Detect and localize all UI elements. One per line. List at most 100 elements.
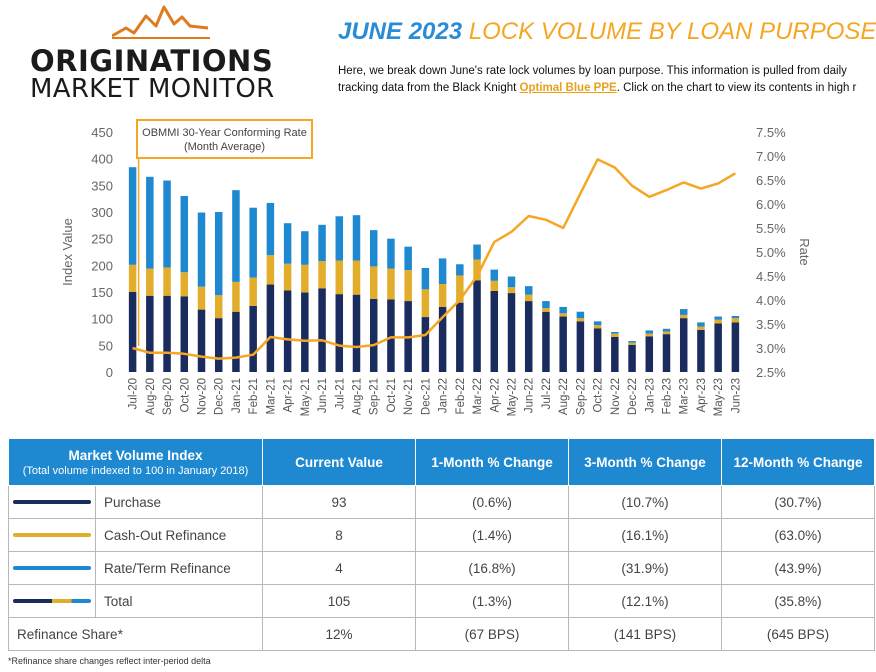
y2-tick-label: 7.0% bbox=[756, 149, 786, 164]
header-market-volume-index: Market Volume Index (Total volume indexe… bbox=[7, 438, 264, 486]
cell-12m: (645 BPS) bbox=[721, 617, 876, 651]
header-1-month-change: 1-Month % Change bbox=[415, 438, 570, 486]
bar-purchase bbox=[232, 311, 240, 372]
optimal-blue-link[interactable]: Optimal Blue PPE bbox=[519, 82, 617, 94]
bar-purchase bbox=[163, 295, 171, 372]
y2-tick-label: 4.0% bbox=[756, 293, 786, 308]
x-tick-label: Jun-21 bbox=[317, 378, 329, 413]
bar-cash-out-refinance bbox=[197, 286, 206, 310]
cell-12m: (35.8%) bbox=[721, 584, 876, 618]
bar-rate-term-refinance bbox=[369, 230, 378, 267]
x-tick-label: Oct-20 bbox=[179, 378, 191, 413]
bar-rate-term-refinance bbox=[352, 215, 361, 261]
x-tick-label: Sep-20 bbox=[162, 378, 174, 415]
table-row-total: Total 105 (1.3%) (12.1%) (35.8%) bbox=[8, 584, 876, 618]
bar-purchase bbox=[524, 301, 533, 372]
bar-purchase bbox=[559, 316, 567, 372]
annotation-text: (Month Average) bbox=[184, 141, 265, 153]
mountain-logo-icon bbox=[112, 5, 210, 39]
bar-cash-out-refinance bbox=[524, 294, 533, 302]
header-current-value: Current Value bbox=[262, 438, 417, 486]
cell-3m: (31.9%) bbox=[568, 551, 723, 585]
y-tick-label: 100 bbox=[91, 312, 113, 327]
bar-rate-term-refinance bbox=[128, 167, 137, 265]
lock-volume-chart[interactable]: 0 50 100 150 200 250 300 350 400 450 2.5% 3.0% 3.5% 4… bbox=[0, 108, 876, 438]
bar-rate-term-refinance bbox=[180, 196, 189, 273]
bar-cash-out-refinance bbox=[214, 295, 223, 319]
x-tick-label: Oct-21 bbox=[386, 378, 398, 413]
bar-rate-term-refinance bbox=[697, 322, 705, 327]
cell-3m: (10.7%) bbox=[568, 485, 723, 519]
legend-swatch-total bbox=[8, 584, 96, 618]
brand-line1: ORIGINATIONS bbox=[30, 44, 274, 78]
intro-line2-post: . Click on the chart to view its content… bbox=[616, 82, 857, 94]
x-tick-label: Dec-21 bbox=[420, 378, 432, 415]
x-tick-label: Dec-22 bbox=[627, 378, 639, 415]
swatch-line bbox=[13, 500, 91, 504]
x-tick-label: Apr-23 bbox=[696, 378, 708, 413]
bar-purchase bbox=[697, 329, 705, 372]
bar-purchase bbox=[180, 296, 189, 372]
bar-cash-out-refinance bbox=[490, 280, 499, 291]
x-tick-label: Feb-21 bbox=[248, 378, 260, 414]
bar-cash-out-refinance bbox=[731, 318, 740, 323]
y-tick-label: 450 bbox=[91, 125, 113, 140]
bar-cash-out-refinance bbox=[507, 287, 516, 294]
bar-rate-term-refinance bbox=[249, 207, 257, 278]
x-tick-label: Aug-22 bbox=[558, 378, 570, 415]
bar-rate-term-refinance bbox=[559, 306, 567, 314]
x-tick-label: Oct-22 bbox=[593, 378, 605, 413]
bar-purchase bbox=[714, 323, 722, 372]
headline-month: JUNE 2023 bbox=[338, 18, 463, 45]
bar-cash-out-refinance bbox=[352, 260, 361, 295]
y2-tick-label: 4.5% bbox=[756, 269, 786, 284]
table-row-cash-out: Cash-Out Refinance 8 (1.4%) (16.1%) (63.… bbox=[8, 518, 876, 552]
swatch-line bbox=[13, 566, 91, 570]
bar-purchase bbox=[266, 284, 275, 372]
y2-tick-label: 3.0% bbox=[756, 341, 786, 356]
cell-1m: (16.8%) bbox=[415, 551, 570, 585]
cell-1m: (1.4%) bbox=[415, 518, 570, 552]
bar-cash-out-refinance bbox=[232, 281, 240, 312]
y-tick-label: 300 bbox=[91, 205, 113, 220]
bar-rate-term-refinance bbox=[421, 268, 430, 290]
y2-tick-label: 7.5% bbox=[756, 125, 786, 140]
headline-rest: LOCK VOLUME BY LOAN PURPOSE bbox=[468, 18, 876, 45]
bar-purchase bbox=[645, 336, 654, 372]
bar-cash-out-refinance bbox=[163, 267, 171, 296]
bar-rate-term-refinance bbox=[490, 269, 499, 281]
x-tick-label: Dec-20 bbox=[214, 378, 226, 415]
y2-tick-label: 2.5% bbox=[756, 365, 786, 380]
bar-cash-out-refinance bbox=[335, 260, 344, 295]
table-row-purchase: Purchase 93 (0.6%) (10.7%) (30.7%) bbox=[8, 485, 876, 519]
y2-axis-title: Rate bbox=[797, 238, 812, 265]
brand-logo: ORIGINATIONS MARKET MONITOR bbox=[28, 4, 288, 104]
legend-swatch-purchase bbox=[8, 485, 96, 519]
bar-cash-out-refinance bbox=[387, 268, 395, 300]
bar-purchase bbox=[593, 328, 602, 372]
cell-12m: (30.7%) bbox=[721, 485, 876, 519]
bar-purchase bbox=[679, 318, 688, 372]
bar-purchase bbox=[352, 294, 361, 372]
x-tick-label: Jan-23 bbox=[644, 378, 656, 413]
y2-tick-label: 6.5% bbox=[756, 173, 786, 188]
x-tick-label: May-21 bbox=[300, 378, 312, 416]
bar-cash-out-refinance bbox=[456, 275, 464, 303]
row-label: Purchase bbox=[94, 485, 264, 519]
bar-rate-term-refinance bbox=[628, 341, 636, 343]
bar-rate-term-refinance bbox=[232, 190, 240, 282]
bar-purchase bbox=[456, 302, 464, 372]
cell-12m: (63.0%) bbox=[721, 518, 876, 552]
swatch-line bbox=[13, 533, 91, 537]
cell-1m: (1.3%) bbox=[415, 584, 570, 618]
bar-cash-out-refinance bbox=[404, 270, 412, 302]
bar-rate-term-refinance bbox=[714, 316, 722, 320]
x-tick-label: Mar-23 bbox=[679, 378, 691, 414]
bar-cash-out-refinance bbox=[559, 313, 567, 317]
legend-swatch-cash-out bbox=[8, 518, 96, 552]
bar-rate-term-refinance bbox=[645, 330, 654, 334]
footnote: *Refinance share changes reflect inter-p… bbox=[8, 656, 211, 666]
x-tick-label: Jun-22 bbox=[524, 378, 536, 413]
header-3-month-change: 3-Month % Change bbox=[568, 438, 723, 486]
bar-rate-term-refinance bbox=[507, 276, 516, 288]
